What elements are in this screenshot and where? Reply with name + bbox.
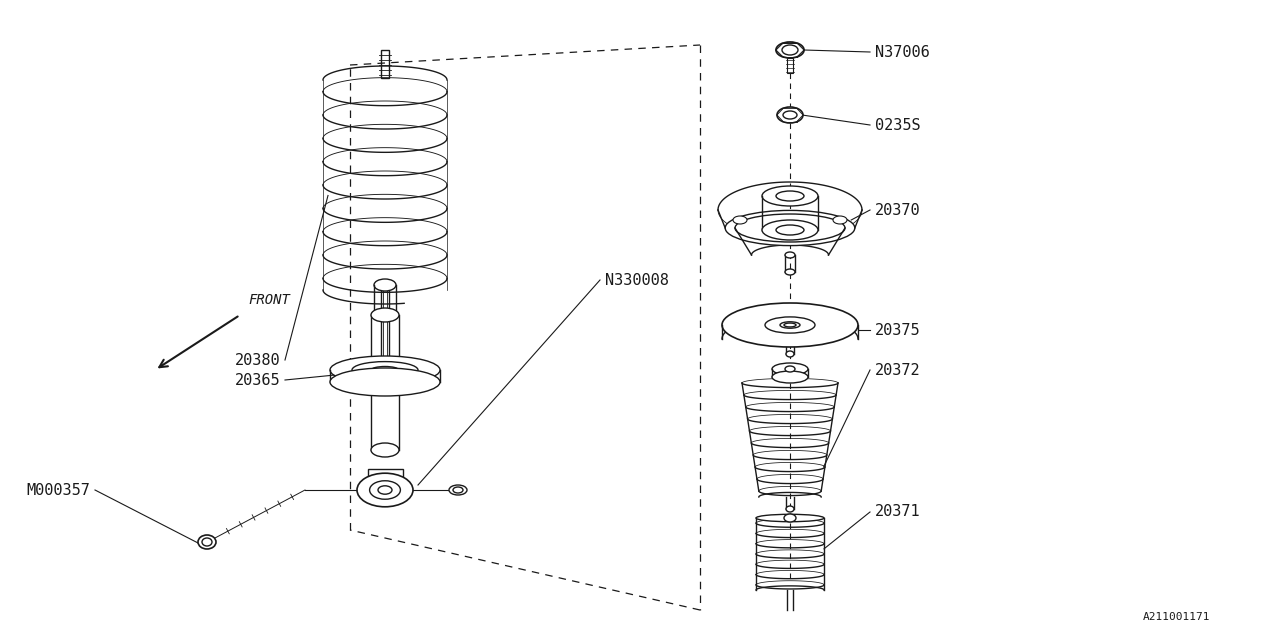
Text: 20371: 20371 xyxy=(876,504,920,520)
Text: 20372: 20372 xyxy=(876,362,920,378)
Ellipse shape xyxy=(833,216,847,224)
Text: 20375: 20375 xyxy=(876,323,920,337)
Ellipse shape xyxy=(785,323,796,327)
Ellipse shape xyxy=(330,356,440,384)
Bar xyxy=(787,58,794,73)
Ellipse shape xyxy=(202,538,212,546)
Ellipse shape xyxy=(733,216,748,224)
Ellipse shape xyxy=(371,367,399,374)
Ellipse shape xyxy=(762,186,818,206)
Ellipse shape xyxy=(776,42,804,58)
Ellipse shape xyxy=(370,481,401,499)
Bar xyxy=(381,50,389,78)
Ellipse shape xyxy=(785,252,795,258)
Text: 20380: 20380 xyxy=(234,353,280,367)
Ellipse shape xyxy=(735,214,845,242)
Ellipse shape xyxy=(726,211,855,246)
Ellipse shape xyxy=(777,107,803,123)
Bar xyxy=(367,469,402,499)
Ellipse shape xyxy=(330,368,440,396)
Ellipse shape xyxy=(762,220,818,240)
Ellipse shape xyxy=(780,322,800,328)
Ellipse shape xyxy=(785,269,795,275)
Text: N37006: N37006 xyxy=(876,45,929,60)
Ellipse shape xyxy=(783,111,797,119)
Ellipse shape xyxy=(785,514,796,522)
Text: N330008: N330008 xyxy=(605,273,669,287)
Ellipse shape xyxy=(756,515,824,522)
Ellipse shape xyxy=(786,506,794,512)
Ellipse shape xyxy=(453,487,463,493)
Bar xyxy=(381,290,389,370)
Ellipse shape xyxy=(352,362,419,378)
Ellipse shape xyxy=(776,191,804,201)
Ellipse shape xyxy=(374,279,396,291)
Ellipse shape xyxy=(772,371,808,383)
Text: 20365: 20365 xyxy=(234,372,280,387)
Ellipse shape xyxy=(722,303,858,347)
Text: 20370: 20370 xyxy=(876,202,920,218)
Ellipse shape xyxy=(449,485,467,495)
Ellipse shape xyxy=(772,363,808,375)
Text: FRONT: FRONT xyxy=(248,293,289,307)
Ellipse shape xyxy=(765,317,815,333)
Ellipse shape xyxy=(785,366,795,372)
Ellipse shape xyxy=(371,308,399,322)
Text: A211001171: A211001171 xyxy=(1143,612,1210,622)
Ellipse shape xyxy=(374,309,396,321)
Text: 0235S: 0235S xyxy=(876,118,920,132)
Text: M000357: M000357 xyxy=(26,483,90,497)
Ellipse shape xyxy=(378,486,392,494)
Ellipse shape xyxy=(782,45,797,55)
Ellipse shape xyxy=(776,225,804,235)
Ellipse shape xyxy=(786,351,794,357)
Ellipse shape xyxy=(198,535,216,549)
Ellipse shape xyxy=(371,443,399,457)
Ellipse shape xyxy=(357,473,413,507)
